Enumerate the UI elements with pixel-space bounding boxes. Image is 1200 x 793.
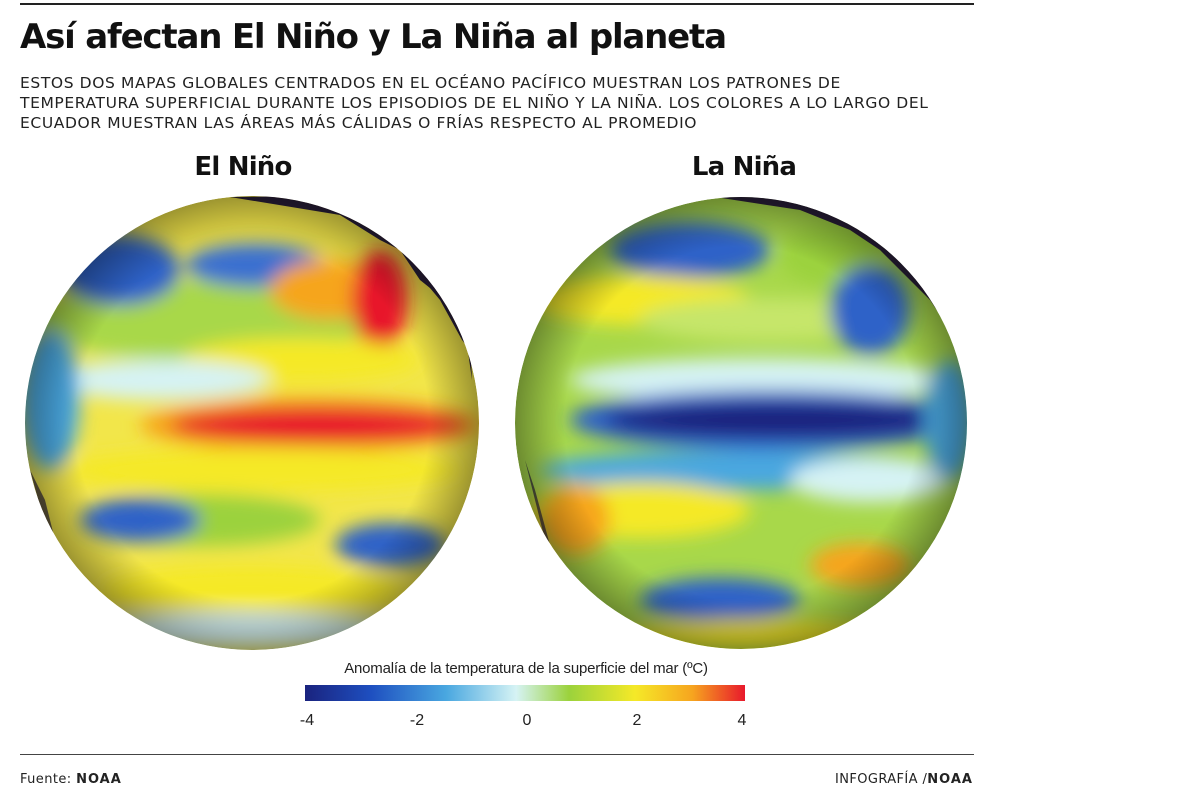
page-subtitle: ESTOS DOS MAPAS GLOBALES CENTRADOS EN EL… — [20, 74, 929, 132]
legend-tick: 0 — [522, 712, 532, 729]
la-nina-globe — [515, 197, 967, 649]
source-name: NOAA — [76, 772, 122, 787]
legend-tick: 4 — [737, 712, 747, 729]
legend-tick: -4 — [299, 712, 315, 729]
source-prefix: Fuente: — [20, 772, 72, 787]
footer-rule — [20, 754, 974, 755]
el-nino-label: El Niño — [194, 152, 292, 182]
la-nina-label: La Niña — [691, 152, 797, 182]
source-credit: Fuente: NOAA — [20, 772, 122, 787]
legend-color-bar — [305, 685, 745, 701]
el-nino-globe — [25, 196, 479, 650]
top-rule — [20, 3, 974, 5]
credit-prefix: INFOGRAFÍA / — [835, 772, 928, 787]
legend-tick: -2 — [409, 712, 425, 729]
credit-name: NOAA — [927, 772, 973, 787]
page-title: Así afectan El Niño y La Niña al planeta — [20, 17, 727, 57]
infographic-credit: INFOGRAFÍA /NOAA — [835, 772, 973, 787]
legend-tick: 2 — [632, 712, 642, 729]
legend-title: Anomalía de la temperatura de la superfi… — [344, 660, 708, 677]
